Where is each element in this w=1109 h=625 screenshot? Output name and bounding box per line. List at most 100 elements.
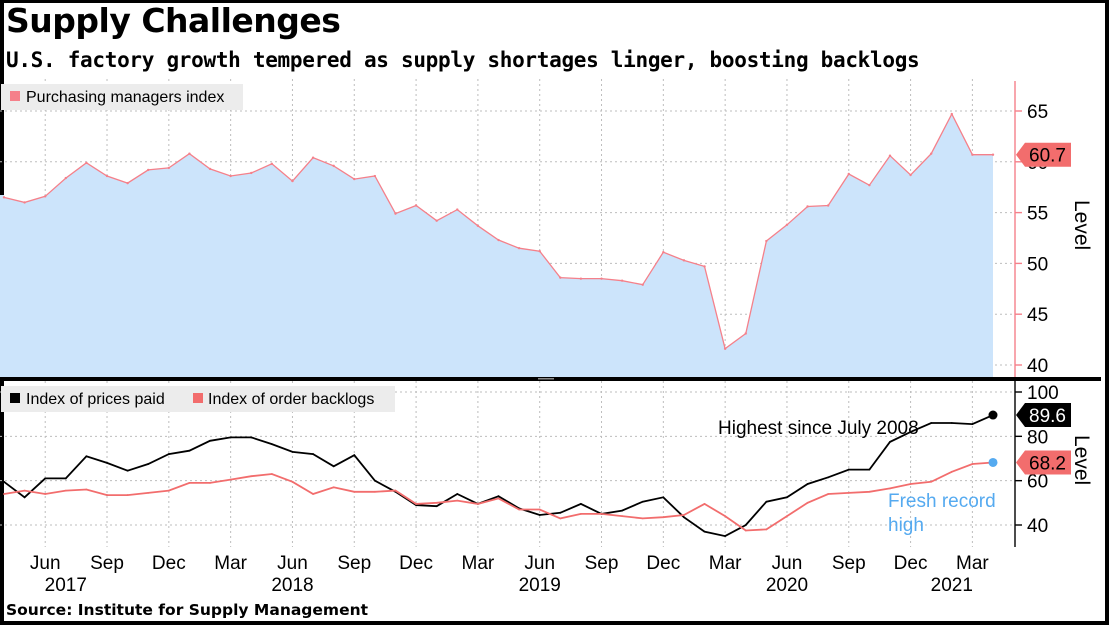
prices-legend-label: Index of prices paid — [26, 391, 165, 408]
prices-paid-point — [44, 477, 47, 480]
prices-paid-point — [291, 450, 294, 453]
pmi-point — [394, 212, 397, 215]
x-month-label: Dec — [399, 553, 433, 574]
backlogs-value-tag-text: 68.2 — [1029, 453, 1066, 474]
prices-paid-point — [332, 465, 335, 468]
pmi-point — [847, 172, 850, 176]
pmi-point — [991, 153, 995, 156]
pmi-point — [188, 152, 191, 155]
order-backlogs-point — [415, 503, 417, 505]
order-backlogs-point — [600, 513, 603, 515]
prices-paid-point — [373, 479, 376, 482]
pmi-value-tag-text: 60.7 — [1029, 146, 1066, 167]
order-backlogs-point — [621, 515, 624, 518]
prices-paid-point — [621, 509, 624, 512]
x-month-label: Mar — [214, 553, 247, 574]
prices-paid-point — [847, 468, 850, 471]
pmi-point — [826, 204, 830, 207]
x-month-label: Dec — [894, 553, 928, 574]
order-backlogs-point — [765, 528, 768, 531]
order-backlogs-point — [106, 494, 108, 496]
prices-paid-point — [683, 516, 685, 519]
order-backlogs-point — [209, 481, 211, 484]
x-month-label: Jun — [277, 553, 308, 574]
pmi-point — [270, 162, 274, 166]
x-year-label: 2020 — [766, 575, 808, 596]
prices-paid-point — [950, 422, 953, 424]
x-month-label: Dec — [646, 553, 680, 574]
prices-paid-point — [889, 440, 891, 443]
order-backlogs-point — [291, 480, 294, 483]
order-backlogs-point — [312, 493, 314, 495]
annotation-record-high: high — [888, 515, 924, 536]
prices-paid-point — [703, 530, 706, 533]
order-backlogs-point — [889, 487, 891, 490]
prices-paid-point — [662, 496, 665, 499]
bottom-tick-label: 80 — [1027, 427, 1048, 448]
order-backlogs-point — [456, 499, 459, 502]
order-backlogs-point — [188, 481, 191, 484]
prices-paid-point — [497, 495, 500, 498]
order-backlogs-point — [827, 493, 830, 495]
pmi-point — [229, 174, 232, 178]
order-backlogs-point — [270, 473, 273, 475]
pmi-point — [64, 176, 68, 180]
order-backlogs-point — [518, 508, 521, 511]
prices-paid-point — [827, 476, 830, 479]
pmi-point — [2, 196, 6, 199]
x-month-label: Mar — [462, 553, 495, 574]
pmi-tick-label: 50 — [1027, 254, 1048, 275]
prices-paid-point — [868, 468, 871, 471]
prices-paid-point — [3, 480, 5, 483]
pmi-point — [971, 153, 974, 156]
pmi-tick-label: 65 — [1027, 102, 1048, 123]
order-backlogs-point — [950, 470, 953, 473]
backlogs-legend-label: Index of order backlogs — [208, 391, 374, 408]
pmi-point — [476, 224, 480, 228]
order-backlogs-point — [662, 516, 665, 519]
pmi-point — [291, 179, 294, 183]
pmi-point — [44, 195, 47, 198]
prices-paid-point — [209, 439, 211, 442]
pmi-point — [85, 161, 88, 165]
order-backlogs-point — [167, 489, 170, 492]
order-backlogs-point — [971, 463, 974, 465]
prices-paid-point — [188, 449, 191, 452]
pmi-point — [744, 332, 747, 335]
pmi-point — [868, 183, 871, 187]
prices-paid-point — [229, 436, 232, 439]
pmi-point — [435, 219, 438, 222]
pmi-legend-box — [1, 84, 243, 110]
order-backlogs-point — [476, 503, 479, 505]
prices-paid-point — [786, 496, 788, 499]
pmi-tick-label: 55 — [1027, 204, 1048, 225]
prices-paid-point — [909, 431, 912, 433]
order-backlogs-point — [538, 508, 541, 511]
pmi-point — [311, 156, 315, 159]
prices-paid-point — [930, 422, 933, 424]
x-year-label: 2019 — [519, 575, 561, 596]
pmi-point — [600, 277, 603, 280]
pmi-point — [723, 347, 727, 350]
pmi-point — [353, 177, 356, 181]
order-backlogs-point — [909, 483, 912, 485]
order-backlogs-point — [868, 490, 871, 493]
pmi-point — [950, 112, 953, 116]
pmi-point — [497, 238, 500, 242]
prices-paid-point — [971, 423, 974, 426]
order-backlogs-point — [250, 475, 253, 478]
prices-paid-point — [538, 514, 541, 516]
pmi-ylabel: Level — [1070, 200, 1093, 250]
order-backlogs-point — [744, 529, 747, 532]
order-backlogs-point — [806, 501, 809, 504]
prices-paid-point — [147, 463, 150, 465]
prices-legend-swatch — [10, 393, 20, 403]
x-year-label: 2018 — [271, 575, 313, 596]
prices-paid-point — [765, 500, 768, 503]
pmi-point — [559, 276, 562, 279]
pmi-point — [208, 167, 212, 171]
pmi-point — [785, 223, 789, 226]
order-backlogs-point — [332, 486, 335, 489]
pmi-tick-label: 45 — [1027, 305, 1048, 326]
pmi-point — [23, 201, 26, 204]
